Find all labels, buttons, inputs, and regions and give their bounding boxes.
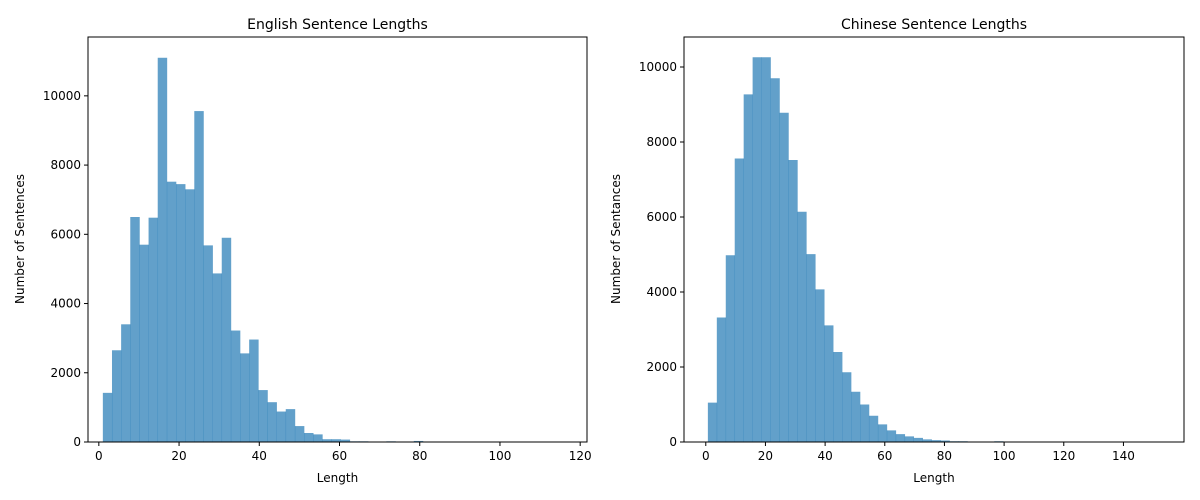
histogram-bar — [707, 402, 718, 443]
plot-frame — [683, 36, 1185, 443]
x-tick-label: 140 — [1112, 449, 1135, 463]
histogram-bar — [176, 184, 186, 442]
histogram-bar — [267, 402, 277, 442]
x-tick-label: 40 — [817, 449, 832, 463]
histogram-bar — [285, 409, 296, 442]
histogram-bar — [294, 426, 305, 442]
histogram-bar — [761, 57, 771, 442]
histogram-bar — [815, 289, 825, 443]
x-tick-label: 40 — [252, 449, 267, 463]
histogram-bar — [940, 440, 950, 442]
histogram-bar — [779, 112, 789, 442]
x-tick-label: 60 — [332, 449, 347, 463]
histogram-bar — [886, 430, 897, 443]
histogram-bar — [824, 325, 834, 443]
histogram-bar — [166, 181, 177, 442]
y-tick-label: 2000 — [50, 366, 81, 380]
y-tick-label: 6000 — [50, 227, 81, 241]
y-tick-label: 4000 — [50, 297, 81, 311]
x-tick-label: 20 — [171, 449, 186, 463]
y-ticks-group: 0 2000 4000 6000 8000 10000 — [43, 89, 88, 449]
histogram-bar — [922, 439, 932, 443]
y-tick-label: 10000 — [43, 89, 81, 103]
histogram-bar — [788, 160, 798, 442]
histogram-bar — [877, 424, 888, 443]
histogram-bar — [185, 189, 195, 442]
histogram-bar — [806, 254, 816, 443]
histogram-bar — [249, 339, 259, 442]
histogram-bar — [240, 353, 250, 442]
histogram-bar — [304, 433, 314, 442]
histogram-bar — [194, 111, 204, 442]
histogram-bar — [770, 78, 780, 442]
x-axis-label: Length — [317, 471, 358, 485]
histogram-bar — [931, 440, 941, 443]
histogram-bar — [734, 158, 744, 442]
histogram-bar — [413, 440, 424, 442]
histogram-bar — [230, 330, 241, 442]
histogram-bar — [842, 372, 852, 442]
histogram-bar — [868, 415, 879, 442]
histogram-bar — [121, 324, 131, 442]
histogram-bar — [111, 350, 122, 442]
y-tick-label: 0 — [669, 435, 677, 449]
x-ticks-group: 0 20 40 60 80 100 120 — [95, 442, 592, 463]
histogram-bar — [725, 255, 736, 442]
chart-title: Chinese Sentence Lengths — [841, 17, 1027, 33]
x-tick-label: 80 — [412, 449, 427, 463]
bars-group — [707, 57, 1004, 443]
histogram-bar — [221, 237, 232, 442]
histogram-bar — [157, 57, 168, 443]
histogram-bar — [276, 411, 287, 442]
x-tick-label: 60 — [877, 449, 892, 463]
chinese-histogram: Chinese Sentence Lengths Number of Senta… — [609, 17, 1185, 485]
y-ticks-group: 0 2000 4000 6000 8000 10000 — [639, 60, 684, 449]
histogram-bar — [139, 244, 149, 442]
y-tick-label: 0 — [73, 435, 81, 449]
histogram-bar — [752, 57, 762, 442]
x-tick-label: 120 — [569, 449, 592, 463]
histogram-bar — [212, 273, 223, 442]
histogram-bar — [322, 439, 332, 442]
x-axis-label: Length — [913, 471, 954, 485]
y-tick-label: 10000 — [639, 60, 677, 74]
x-tick-label: 120 — [1052, 449, 1075, 463]
english-histogram: English Sentence Lengths Number of Sente… — [13, 17, 592, 485]
histogram-bar — [258, 390, 268, 442]
histogram-bar — [904, 436, 915, 443]
chart-title: English Sentence Lengths — [247, 17, 428, 33]
x-tick-label: 100 — [489, 449, 512, 463]
histogram-bar — [203, 245, 213, 442]
histogram-bar — [833, 352, 843, 442]
y-tick-label: 8000 — [50, 158, 81, 172]
histogram-bar — [851, 391, 861, 442]
bars-group — [102, 57, 424, 443]
plot-frame — [87, 36, 588, 443]
y-tick-label: 8000 — [646, 135, 677, 149]
y-axis-label: Number of Sentances — [609, 174, 623, 304]
histogram-bar — [860, 404, 870, 442]
x-tick-label: 0 — [702, 449, 710, 463]
histogram-bar — [148, 217, 159, 442]
x-tick-label: 100 — [993, 449, 1016, 463]
histogram-bar — [102, 392, 113, 442]
x-tick-label: 0 — [95, 449, 103, 463]
y-tick-label: 6000 — [646, 210, 677, 224]
histogram-bar — [130, 217, 140, 442]
histogram-bar — [913, 437, 923, 443]
histogram-bar — [716, 317, 727, 442]
histogram-bar — [331, 439, 341, 442]
histogram-bar — [797, 211, 807, 442]
x-ticks-group: 0 20 40 60 80 100 120 140 — [702, 442, 1135, 463]
y-tick-label: 4000 — [646, 285, 677, 299]
histogram-bar — [340, 439, 351, 442]
y-tick-label: 2000 — [646, 360, 677, 374]
histogram-bar — [313, 434, 323, 442]
y-axis-label: Number of Sentences — [13, 174, 27, 304]
histogram-bar — [743, 94, 753, 443]
x-tick-label: 80 — [937, 449, 952, 463]
histogram-bar — [895, 434, 906, 443]
x-tick-label: 20 — [758, 449, 773, 463]
